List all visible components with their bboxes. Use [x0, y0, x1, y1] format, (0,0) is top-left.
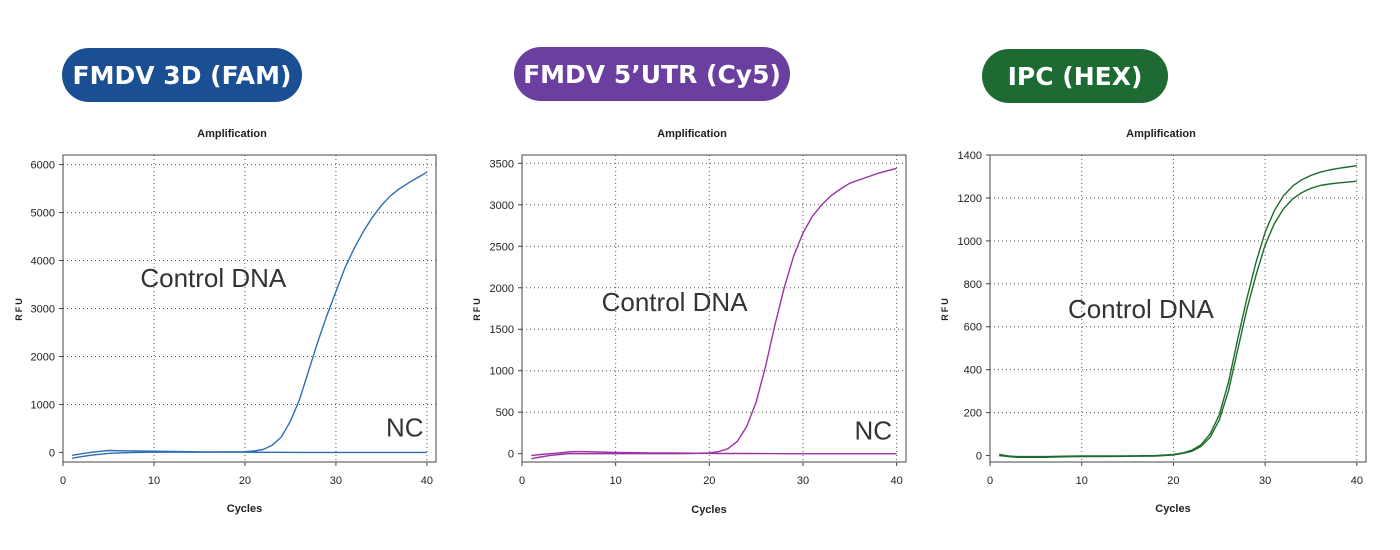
y-tick-label: 2000 [490, 283, 514, 295]
y-axis-label: RFU [472, 296, 482, 321]
chart-1: Amplification 0 10 20 30 40 0 1000 2000 3000 4000 5… [14, 128, 437, 515]
x-tick-label: 0 [987, 475, 993, 487]
plot-frame [521, 154, 907, 463]
x-tick-label: 10 [610, 475, 622, 487]
y-tick-label: 2000 [31, 351, 55, 363]
chart-title: Amplification [197, 128, 267, 140]
y-tick-label: 1200 [958, 193, 982, 205]
y-tick-label: 0 [976, 451, 982, 463]
chart-title: Amplification [657, 128, 727, 140]
y-tick-label: 600 [964, 322, 982, 334]
x-tick-label: 0 [60, 475, 66, 487]
series-line-2 [999, 180, 1357, 458]
fmdv-5utr-cy5-badge: FMDV 5’UTR (Cy5) [514, 47, 790, 101]
control-dna-annotation: Control DNA [602, 287, 749, 317]
y-tick-label: 3500 [490, 158, 514, 170]
x-tick-label: 40 [891, 475, 903, 487]
nc-annotation: NC [386, 413, 424, 443]
x-tick-label: 20 [239, 475, 251, 487]
x-tick-label: 40 [421, 475, 433, 487]
ipc-hex-badge: IPC (HEX) [982, 49, 1168, 103]
y-tick-label: 3000 [490, 200, 514, 212]
control-dna-annotation: Control DNA [1068, 294, 1215, 324]
y-tick-label: 0 [508, 449, 514, 461]
x-tick-label: 30 [330, 475, 342, 487]
y-tick-label: 1500 [490, 324, 514, 336]
y-tick-label: 200 [964, 408, 982, 420]
chart-2: Amplification 0 10 20 30 40 0 500 1000 1500 2000 25… [472, 128, 907, 516]
y-tick-label: 4000 [31, 256, 55, 268]
y-tick-label: 1000 [958, 236, 982, 248]
x-tick-label: 20 [703, 475, 715, 487]
fmdv-3d-fam-badge: FMDV 3D (FAM) [62, 48, 302, 102]
x-tick-label: 0 [519, 475, 525, 487]
x-tick-label: 30 [797, 475, 809, 487]
series-line-2 [71, 449, 427, 456]
y-axis-label: RFU [940, 296, 950, 321]
y-tick-label: 1000 [490, 366, 514, 378]
y-axis-label: RFU [14, 296, 24, 321]
x-tick-label: 10 [148, 475, 160, 487]
plot-frame [62, 154, 437, 463]
y-tick-label: 0 [49, 447, 55, 459]
series-line-1 [71, 171, 428, 459]
x-tick-label: 20 [1167, 475, 1179, 487]
y-tick-label: 3000 [31, 304, 55, 316]
nc-annotation: NC [854, 416, 892, 446]
y-tick-label: 6000 [31, 160, 55, 172]
y-tick-label: 2500 [490, 241, 514, 253]
x-tick-label: 10 [1076, 475, 1088, 487]
series-line-2 [531, 450, 897, 457]
control-dna-annotation: Control DNA [140, 263, 287, 293]
y-tick-label: 800 [964, 279, 982, 291]
x-tick-label: 30 [1259, 475, 1271, 487]
x-axis-label: Cycles [227, 503, 262, 515]
x-tick-label: 40 [1351, 475, 1363, 487]
y-tick-label: 1400 [958, 150, 982, 162]
series-line-1 [531, 167, 897, 460]
chart-title: Amplification [1126, 128, 1196, 140]
x-axis-label: Cycles [1155, 503, 1190, 515]
y-tick-label: 5000 [31, 208, 55, 220]
y-tick-label: 400 [964, 365, 982, 377]
y-tick-label: 500 [496, 407, 514, 419]
y-tick-label: 1000 [31, 399, 55, 411]
x-axis-label: Cycles [691, 504, 726, 516]
